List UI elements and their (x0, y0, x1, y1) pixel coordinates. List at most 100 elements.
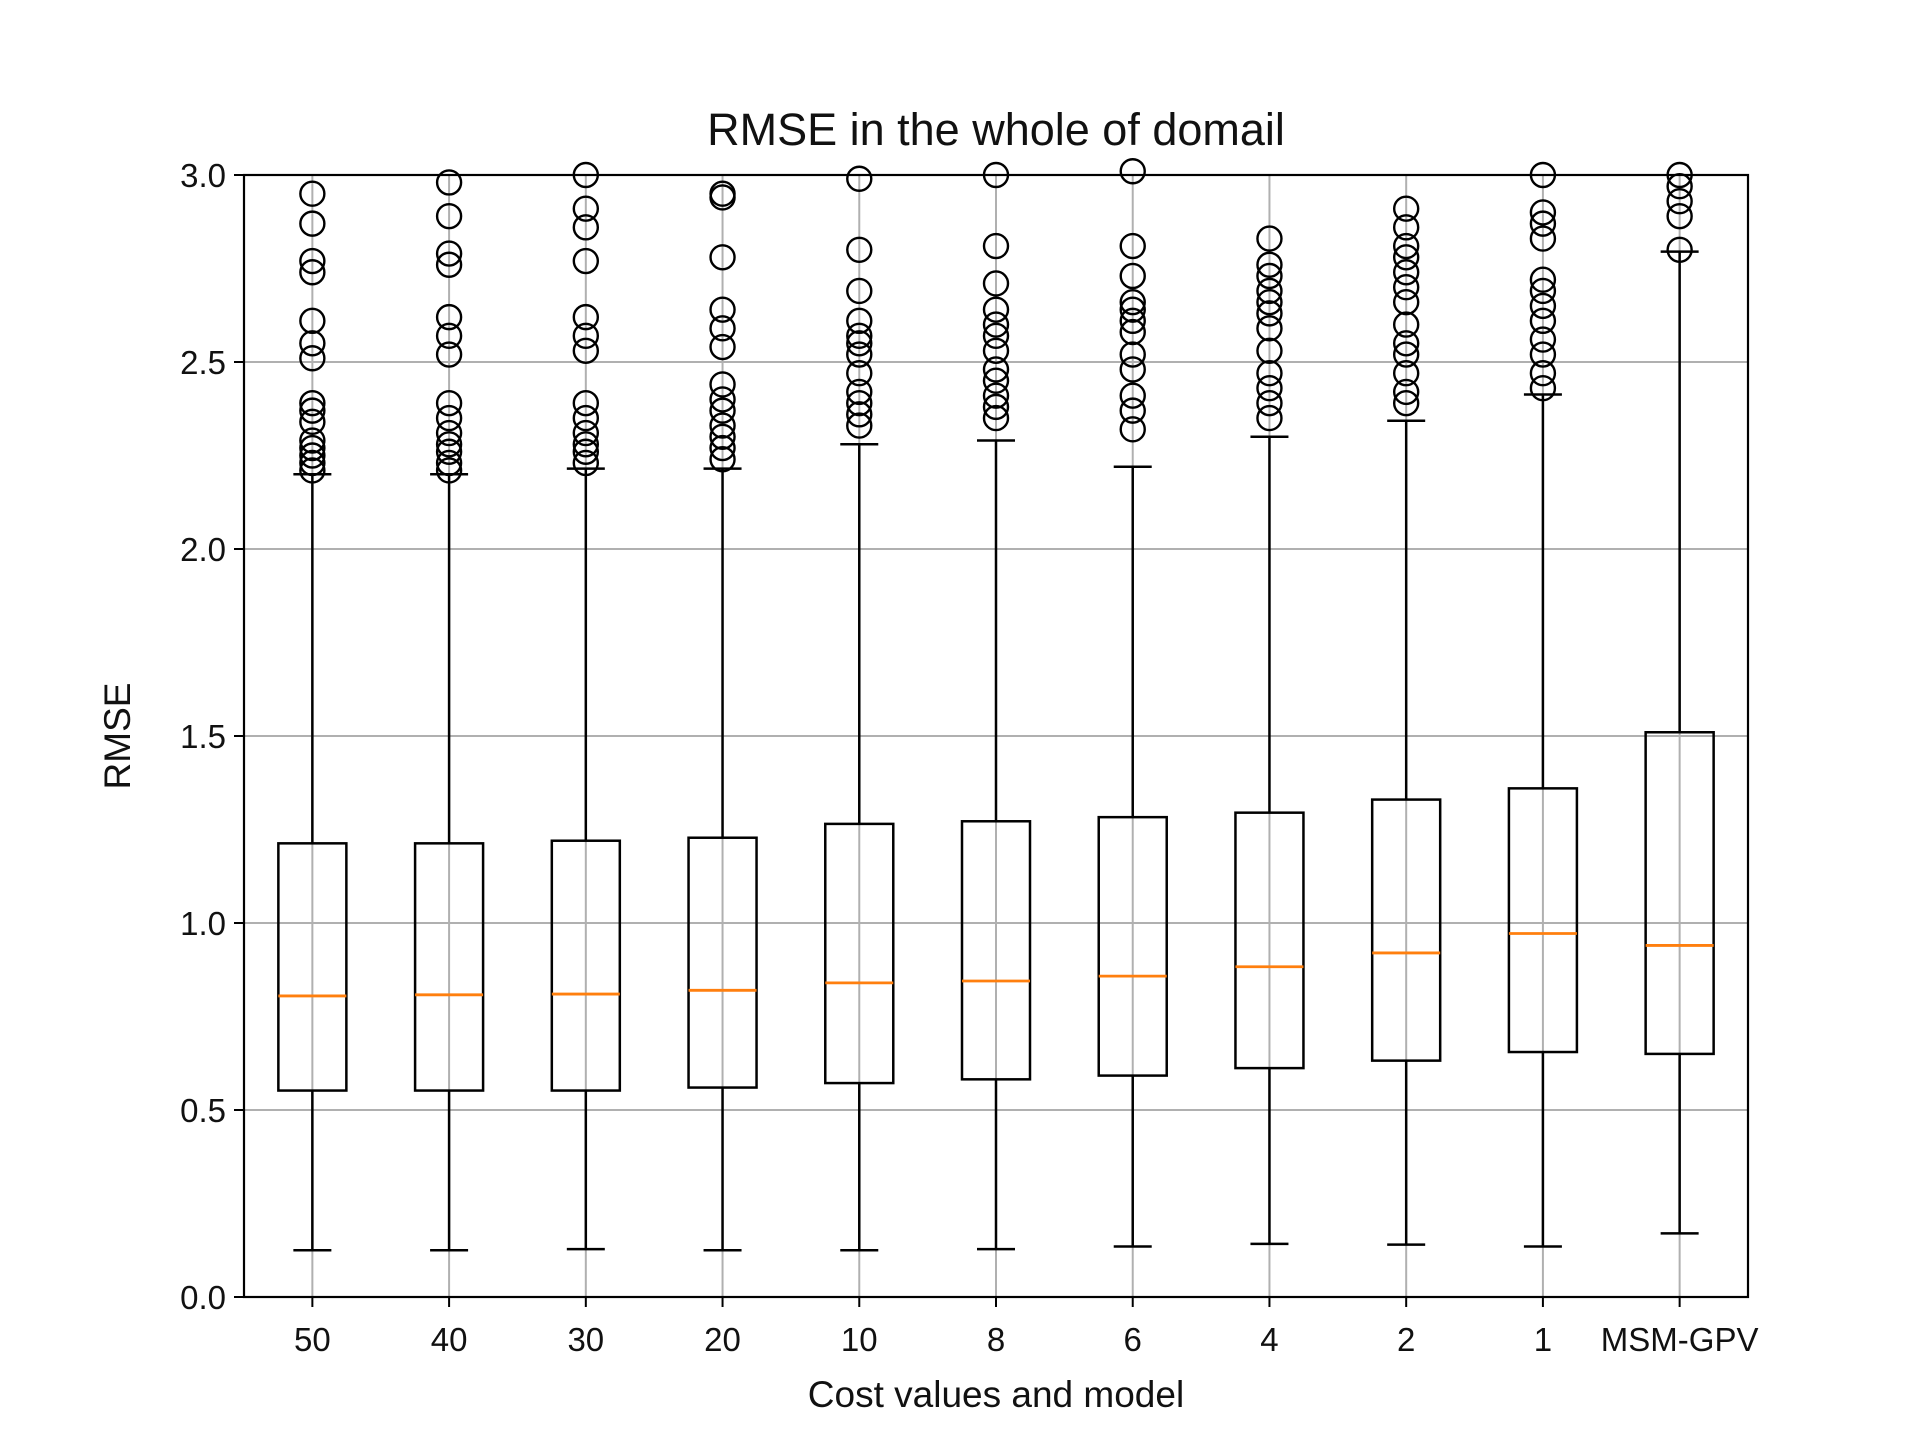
box-group (824, 165, 895, 1252)
outlier-point (299, 307, 326, 335)
outlier-point (1392, 360, 1420, 387)
outlier-point (299, 345, 326, 372)
outlier-point (435, 341, 463, 368)
outlier-point (1392, 378, 1420, 406)
outlier-point (846, 322, 873, 350)
outlier-point (1529, 341, 1557, 368)
outlier-point (1392, 311, 1420, 338)
outlier-point (1119, 356, 1146, 383)
outlier-point (846, 165, 873, 192)
outlier-point (1529, 210, 1557, 237)
outlier-point (1256, 337, 1283, 364)
x-tick-label: 1 (1534, 1321, 1552, 1358)
box-layer (277, 158, 1715, 1252)
outlier-point (1256, 262, 1283, 290)
outlier-point (709, 371, 736, 398)
outlier-point (982, 232, 1010, 260)
x-tick-label: 2 (1397, 1321, 1415, 1358)
box-group (1234, 225, 1305, 1246)
outlier-point (846, 341, 873, 368)
box-group (1097, 158, 1168, 1248)
outlier-point (572, 404, 600, 432)
outlier-point (1392, 288, 1420, 316)
box-group (413, 169, 485, 1252)
x-tick-label: 50 (294, 1321, 331, 1358)
outlier-point (1666, 187, 1693, 215)
outlier-point (709, 244, 736, 271)
outlier-point (572, 303, 600, 331)
outlier-point (435, 303, 463, 331)
outlier-point (435, 404, 463, 432)
outlier-point (1529, 225, 1557, 252)
x-tick-label: 8 (987, 1321, 1005, 1358)
outlier-point (1392, 389, 1420, 417)
x-tick-label: 4 (1260, 1321, 1278, 1358)
box-iqr (277, 842, 348, 1092)
outlier-point (1256, 389, 1283, 417)
outlier-point (435, 322, 463, 350)
outlier-point (435, 389, 463, 417)
outlier-point (1256, 251, 1283, 278)
outlier-point (982, 367, 1010, 394)
outlier-point (1392, 195, 1420, 222)
outlier-point (299, 397, 326, 424)
box-iqr (413, 842, 485, 1092)
outlier-point (846, 412, 873, 439)
box-iqr (1234, 811, 1305, 1070)
outlier-point (846, 401, 873, 428)
outlier-point (846, 236, 873, 264)
outlier-point (982, 404, 1010, 432)
outlier-point (1529, 326, 1557, 353)
outlier-point (1256, 374, 1283, 402)
outlier-point (982, 337, 1010, 364)
outlier-point (1256, 225, 1283, 252)
outlier-point (572, 322, 600, 350)
outlier-point (1529, 266, 1557, 293)
x-tick-label: 40 (431, 1321, 468, 1358)
y-tick-label: 2.5 (180, 344, 226, 381)
outlier-point (435, 431, 463, 458)
x-tick-label: MSM-GPV (1601, 1321, 1759, 1358)
outlier-point (1666, 236, 1693, 264)
x-tick-label: 10 (841, 1321, 878, 1358)
outlier-point (1392, 259, 1420, 286)
outlier-point (1529, 292, 1557, 320)
chart-title: RMSE in the whole of domail (707, 104, 1285, 155)
box-iqr (1507, 787, 1579, 1054)
outlier-point (1119, 341, 1146, 368)
y-tick-label: 1.5 (180, 718, 226, 755)
outlier-point (299, 449, 326, 477)
outlier-point (1119, 158, 1146, 185)
outlier-point (435, 438, 463, 465)
outlier-point (846, 277, 873, 305)
outlier-point (572, 195, 600, 222)
x-tick-label: 30 (567, 1321, 604, 1358)
outlier-point (1119, 318, 1146, 346)
outlier-point (709, 412, 736, 439)
outlier-point (1392, 214, 1420, 241)
outlier-point (1392, 330, 1420, 357)
outlier-point (1529, 277, 1557, 305)
box-iqr (550, 839, 622, 1092)
box-iqr (1097, 815, 1168, 1077)
box-iqr (960, 820, 1032, 1081)
outlier-point (1119, 296, 1146, 323)
y-axis-title: RMSE (97, 683, 138, 790)
outlier-point (982, 356, 1010, 383)
outlier-point (1256, 404, 1283, 432)
outlier-point (1119, 416, 1146, 443)
outlier-point (435, 202, 463, 230)
outlier-point (1392, 244, 1420, 271)
outlier-point (709, 423, 736, 450)
outlier-point (299, 457, 326, 484)
outlier-point (1529, 307, 1557, 335)
outlier-point (709, 434, 736, 462)
outlier-point (299, 210, 326, 237)
outlier-point (1256, 288, 1283, 316)
outlier-point (572, 389, 600, 417)
outlier-point (299, 442, 326, 469)
outlier-point (1256, 300, 1283, 327)
outlier-point (709, 446, 736, 473)
outlier-point (1529, 374, 1557, 402)
outlier-point (1392, 232, 1420, 260)
